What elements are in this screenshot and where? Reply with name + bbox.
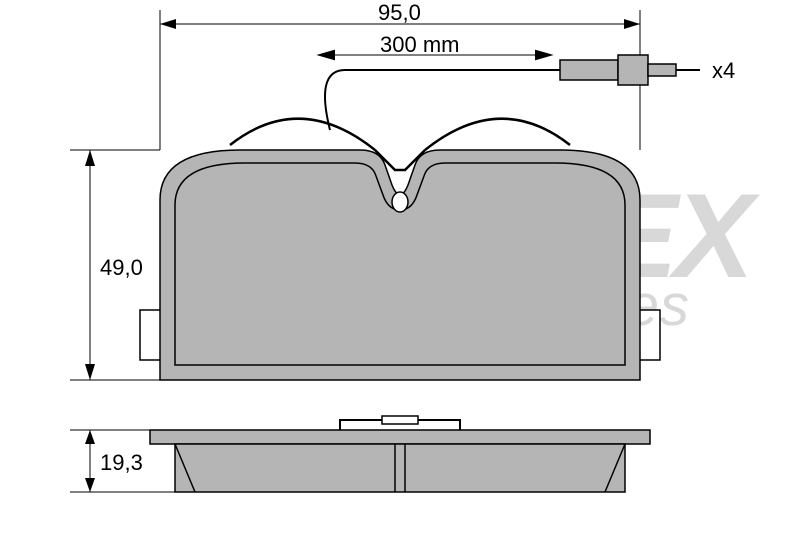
dim-wire-label: 300 mm	[380, 32, 459, 58]
dim-width-label: 95,0	[378, 0, 421, 26]
brake-pad-side	[150, 416, 650, 492]
dim-height-label: 49,0	[100, 255, 143, 281]
dim-thickness-label: 19,3	[100, 450, 143, 476]
brake-pad-front	[140, 150, 660, 380]
dim-qty-label: x4	[712, 58, 735, 84]
